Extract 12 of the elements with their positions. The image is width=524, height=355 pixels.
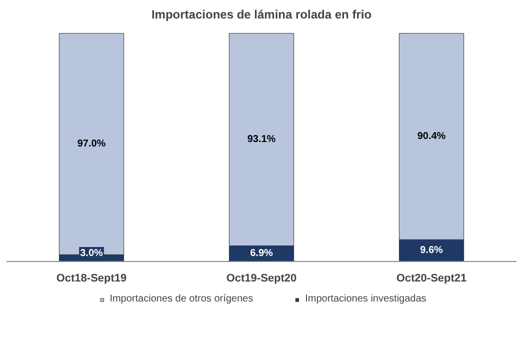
legend-label: Importaciones de otros orígenes [110, 294, 254, 304]
x-tick-label: Oct19-Sept20 [226, 272, 297, 284]
x-tick-label: Oct20-Sept21 [396, 272, 467, 284]
data-label: 9.6% [420, 245, 444, 256]
x-tick-label: Oct18-Sept19 [56, 272, 127, 284]
data-label: 6.9% [250, 248, 274, 259]
chart-title: Importaciones de lámina rolada en frio [151, 8, 372, 22]
data-label: 3.0% [80, 248, 104, 259]
data-label: 97.0% [77, 138, 106, 150]
data-label: 93.1% [247, 134, 276, 146]
data-label: 90.4% [417, 130, 446, 142]
legend-label: Importaciones investigadas [305, 294, 426, 304]
